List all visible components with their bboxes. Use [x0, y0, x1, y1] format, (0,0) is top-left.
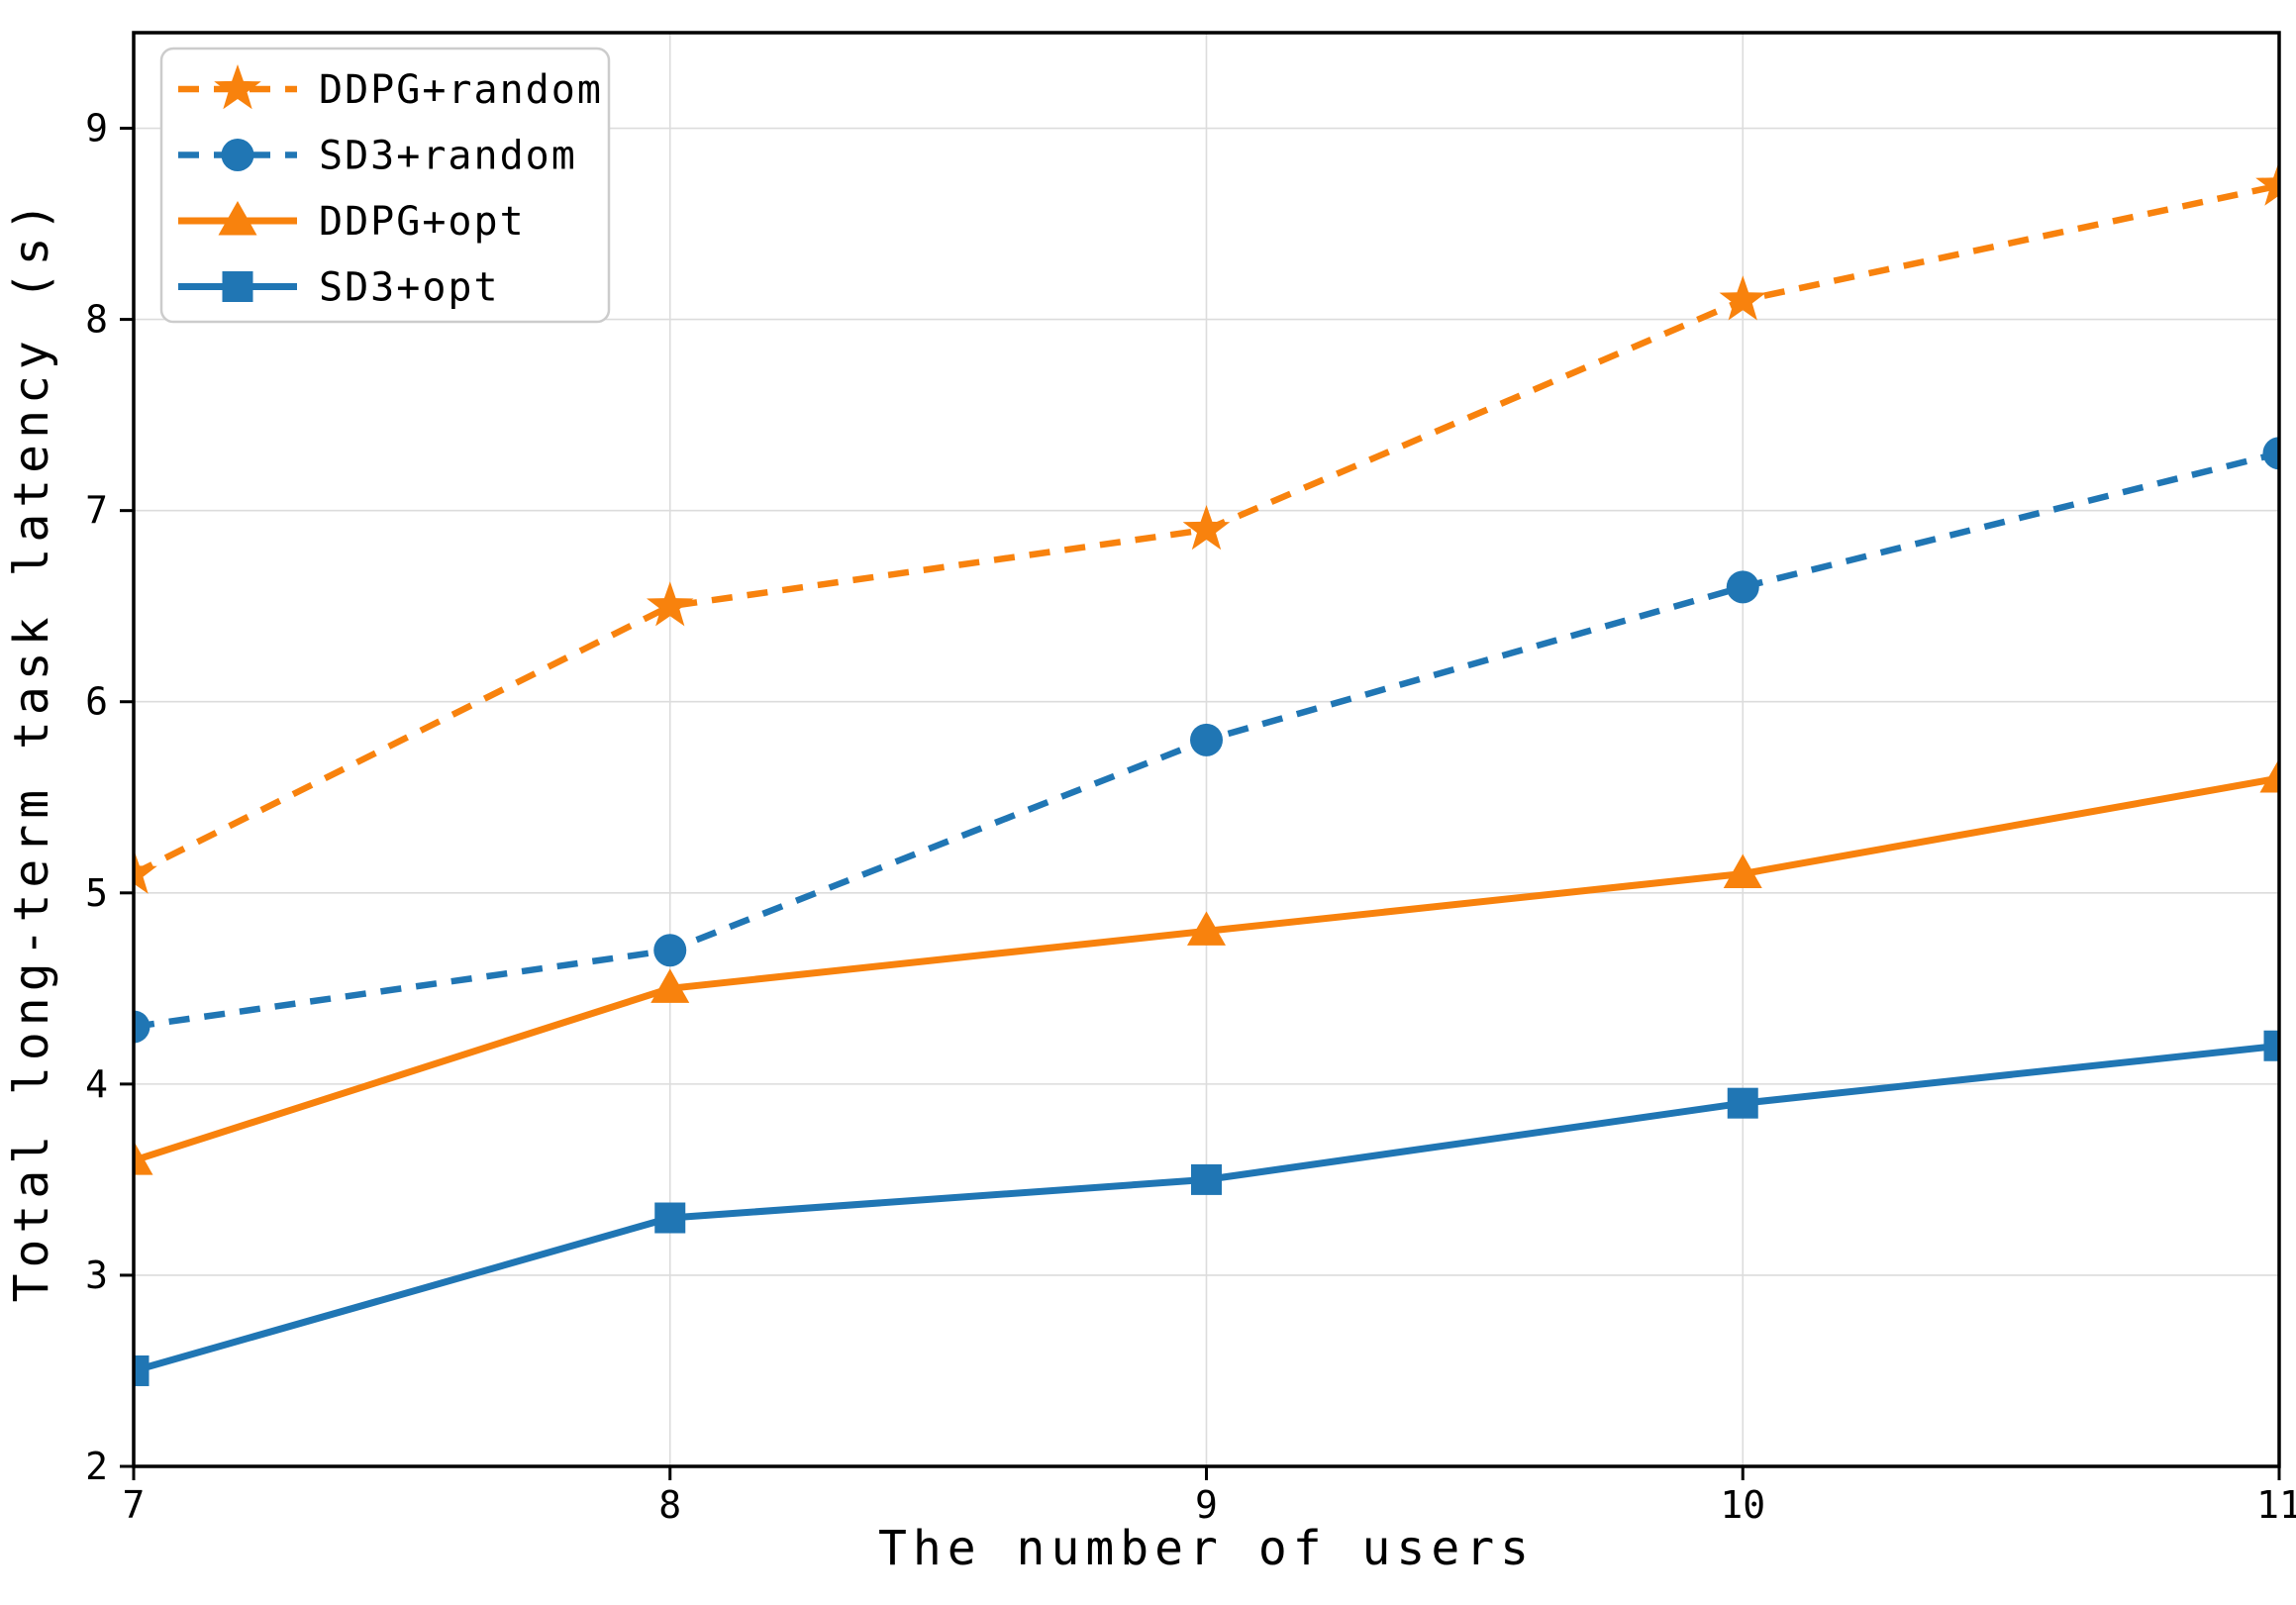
x-tick-label: 11	[2256, 1483, 2296, 1527]
x-tick-label: 7	[123, 1483, 146, 1527]
y-tick-label: 6	[85, 680, 108, 724]
legend-box	[159, 47, 611, 324]
square-marker	[1727, 1087, 1758, 1119]
x-axis-title: The number of users	[878, 1521, 1535, 1576]
star-marker	[133, 849, 157, 894]
circle-marker	[1190, 723, 1223, 756]
square-marker	[133, 1354, 150, 1386]
x-tick-label: 8	[658, 1483, 681, 1527]
legend-entry-sd3-opt: SD3+opt	[178, 265, 500, 311]
y-tick-label: 7	[85, 489, 108, 533]
series-ddpg-random	[133, 160, 2280, 894]
y-axis-title: Total long-term task latency (s)	[4, 197, 59, 1303]
legend-entry-label: DDPG+random	[319, 67, 603, 113]
circle-marker	[1726, 570, 1759, 604]
series-ddpg-opt	[133, 757, 2280, 1175]
legend-entry-label: SD3+random	[319, 134, 577, 179]
star-marker	[1719, 275, 1766, 321]
star-marker	[214, 64, 261, 110]
y-tick-label: 3	[85, 1254, 108, 1297]
axis-ticks: 7 8 9 10 11 2 3 4 5 6 7 8 9	[85, 107, 2296, 1527]
circle-marker	[221, 139, 254, 171]
star-marker	[647, 581, 694, 627]
x-tick-label: 10	[1720, 1483, 1765, 1527]
legend-entry-ddpg-opt: DDPG+opt	[178, 199, 526, 245]
star-marker	[1182, 505, 1231, 551]
legend: DDPG+random SD3+random DDPG+opt SD3+opt	[159, 47, 611, 324]
circle-marker	[653, 934, 687, 967]
square-marker	[654, 1202, 686, 1234]
legend-entry-label: SD3+opt	[319, 265, 500, 311]
y-tick-label: 9	[85, 107, 108, 150]
legend-entry-sd3-random: SD3+random	[178, 134, 577, 179]
series-sd3-opt	[133, 1030, 2280, 1386]
triangle-marker	[1723, 853, 1762, 888]
triangle-marker	[1187, 911, 1226, 946]
series-sd3-random	[133, 437, 2280, 1044]
triangle-marker	[133, 1141, 153, 1175]
y-tick-label: 2	[85, 1445, 108, 1488]
square-marker	[1191, 1163, 1222, 1195]
circle-marker	[133, 1010, 150, 1044]
x-tick-label: 9	[1195, 1483, 1218, 1527]
triangle-marker	[650, 968, 690, 1003]
square-marker	[222, 271, 253, 302]
series-layer	[133, 160, 2280, 1386]
triangle-marker	[218, 201, 257, 236]
y-tick-label: 4	[85, 1062, 108, 1106]
y-tick-label: 8	[85, 298, 108, 342]
triangle-marker	[2259, 757, 2280, 793]
legend-entry-ddpg-random: DDPG+random	[178, 64, 603, 113]
circle-marker	[2262, 437, 2280, 470]
y-tick-label: 5	[85, 871, 108, 915]
star-marker	[2255, 160, 2280, 206]
legend-entry-label: DDPG+opt	[319, 199, 526, 245]
square-marker	[2263, 1030, 2280, 1061]
